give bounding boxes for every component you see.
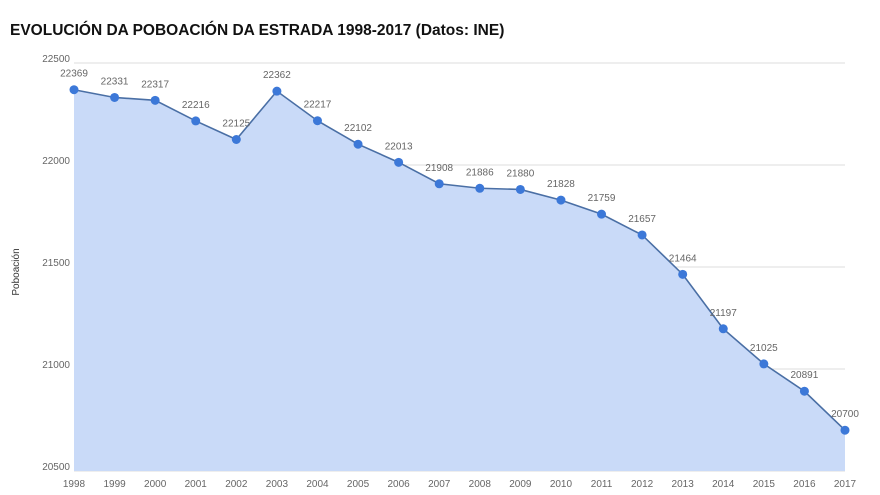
x-tick-label: 2000 <box>144 479 167 490</box>
data-label: 22013 <box>385 141 413 152</box>
data-label: 22317 <box>141 79 169 90</box>
data-point <box>231 135 241 144</box>
x-tick-label: 2007 <box>428 479 451 490</box>
data-point <box>556 195 566 205</box>
data-label: 22125 <box>222 119 250 130</box>
data-point <box>191 116 201 126</box>
data-label: 21880 <box>506 168 534 179</box>
data-point <box>394 157 404 167</box>
y-tick-label: 22000 <box>42 156 70 167</box>
data-point <box>110 92 120 102</box>
data-label: 20700 <box>831 409 859 420</box>
y-tick-label: 20500 <box>42 462 70 473</box>
data-point <box>515 184 525 194</box>
data-label: 22362 <box>263 70 291 81</box>
x-tick-label: 1999 <box>103 479 126 490</box>
x-tick-label: 2011 <box>591 479 613 490</box>
x-tick-label: 2003 <box>266 479 289 490</box>
data-point <box>312 116 322 126</box>
y-axis-label: Poboación <box>11 248 22 295</box>
x-tick-label: 2004 <box>306 479 329 490</box>
x-tick-label: 2002 <box>225 479 248 490</box>
x-tick-label: 2009 <box>509 479 532 490</box>
x-tick-label: 2016 <box>793 479 816 490</box>
y-tick-label: 21000 <box>42 360 70 371</box>
data-label: 22216 <box>182 100 210 111</box>
data-point <box>475 183 485 193</box>
data-point <box>150 95 160 105</box>
data-label: 21908 <box>425 163 453 174</box>
x-tick-label: 1998 <box>63 479 86 490</box>
area-fill <box>74 89 845 471</box>
data-label: 22369 <box>60 69 88 80</box>
x-tick-label: 2014 <box>712 479 735 490</box>
data-label: 21828 <box>547 179 575 190</box>
chart-title: EVOLUCIÓN DA POBOACIÓN DA ESTRADA 1998-2… <box>10 22 505 39</box>
x-tick-label: 2005 <box>347 479 370 490</box>
data-label: 22102 <box>344 123 372 134</box>
y-tick-label: 22500 <box>42 54 70 65</box>
data-point <box>678 269 688 279</box>
y-tick-label: 21500 <box>42 258 70 269</box>
data-label: 22217 <box>304 100 332 111</box>
data-point <box>637 230 647 240</box>
data-point <box>434 179 444 189</box>
x-tick-label: 2015 <box>753 479 776 490</box>
data-point <box>353 139 363 149</box>
x-tick-label: 2012 <box>631 479 654 490</box>
x-tick-label: 2001 <box>185 479 208 490</box>
data-point <box>718 324 728 334</box>
series-line <box>73 88 846 431</box>
data-point <box>840 425 850 435</box>
x-tick-label: 2006 <box>388 479 411 490</box>
x-tick-label: 2010 <box>550 479 573 490</box>
data-label: 21464 <box>669 253 697 264</box>
data-point <box>597 209 607 219</box>
data-label: 21886 <box>466 167 494 178</box>
data-label: 20891 <box>791 370 819 381</box>
x-tick-label: 2017 <box>834 479 857 490</box>
data-point <box>799 386 809 396</box>
x-tick-label: 2008 <box>469 479 492 490</box>
data-point <box>759 359 769 369</box>
data-point <box>272 86 282 96</box>
data-label: 22331 <box>101 76 129 87</box>
data-label: 21759 <box>588 193 616 204</box>
data-label: 21657 <box>628 214 656 225</box>
data-label: 21025 <box>750 343 778 354</box>
data-point <box>69 85 79 95</box>
x-tick-label: 2013 <box>672 479 695 490</box>
data-label: 21197 <box>710 308 738 319</box>
